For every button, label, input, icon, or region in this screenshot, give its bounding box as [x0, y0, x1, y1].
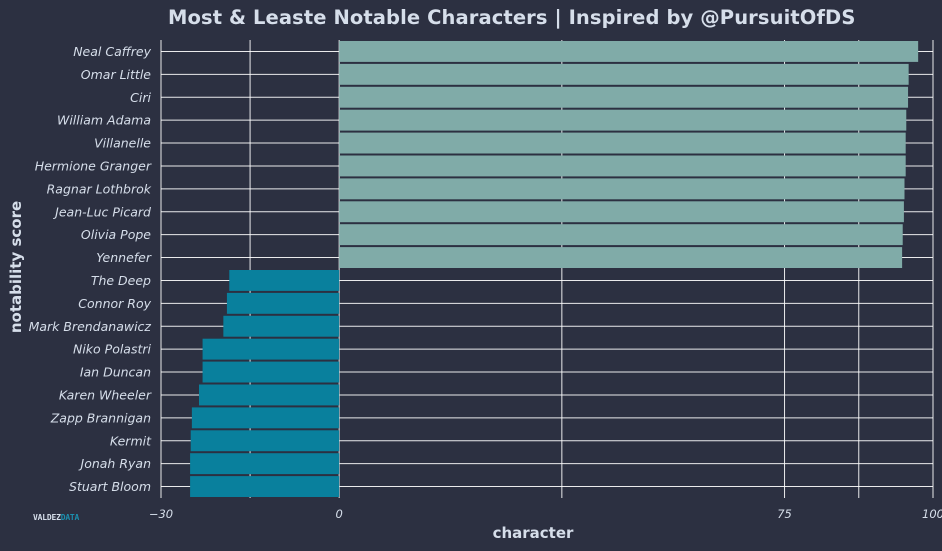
y-tick-label: Yennefer: [96, 250, 152, 265]
bar: [339, 86, 909, 108]
bar: [199, 384, 340, 406]
bar: [223, 315, 340, 337]
bar: [339, 155, 906, 177]
bar: [339, 63, 909, 85]
y-tick-label: William Adama: [57, 113, 151, 128]
y-tick-label: Olivia Pope: [81, 227, 151, 242]
bar: [339, 178, 905, 200]
bar: [339, 224, 903, 246]
bar: [190, 430, 340, 452]
bar: [339, 201, 904, 223]
x-tick-label: −30: [149, 507, 173, 521]
watermark-part1: VALDEZ: [33, 513, 61, 522]
y-tick-label: Niko Polastri: [73, 342, 152, 357]
x-tick-label: 100: [922, 507, 942, 521]
bar: [202, 361, 340, 383]
y-tick-label: Kermit: [110, 433, 152, 448]
bar: [190, 453, 340, 475]
y-tick-label: The Deep: [91, 273, 151, 288]
y-tick-label: Connor Roy: [78, 296, 151, 311]
chart-title: Most & Leaste Notable Characters | Inspi…: [168, 6, 856, 29]
x-axis-label: character: [492, 524, 574, 542]
y-tick-label: Jonah Ryan: [78, 456, 152, 471]
x-tick-label: 75: [777, 507, 792, 521]
bar: [339, 132, 906, 154]
watermark-logo: VALDEZDATA: [33, 513, 79, 522]
y-tick-label: Hermione Granger: [35, 158, 152, 173]
bar: [190, 476, 340, 497]
y-tick-label: Karen Wheeler: [59, 387, 152, 402]
bar: [339, 41, 919, 62]
y-tick-label: Jean-Luc Picard: [52, 204, 151, 219]
y-tick-label: Villanelle: [94, 136, 151, 151]
bar: [229, 270, 340, 291]
y-tick-label: Neal Caffrey: [73, 44, 151, 59]
y-tick-label: Ragnar Lothbrok: [47, 181, 152, 196]
y-tick-label: Omar Little: [81, 67, 152, 82]
y-tick-label: Stuart Bloom: [69, 479, 151, 494]
x-tick-label: 0: [335, 507, 342, 521]
y-tick-label: Ian Duncan: [80, 365, 151, 380]
bar: [202, 338, 340, 360]
bar: [339, 109, 907, 131]
y-tick-label: Mark Brendanawicz: [29, 319, 152, 334]
bar: [339, 247, 903, 268]
y-tick-label: Ciri: [130, 90, 151, 105]
y-tick-label: Zapp Brannigan: [50, 410, 151, 425]
bar: [226, 292, 340, 314]
bar: [191, 407, 340, 429]
watermark-part2: DATA: [60, 513, 80, 522]
